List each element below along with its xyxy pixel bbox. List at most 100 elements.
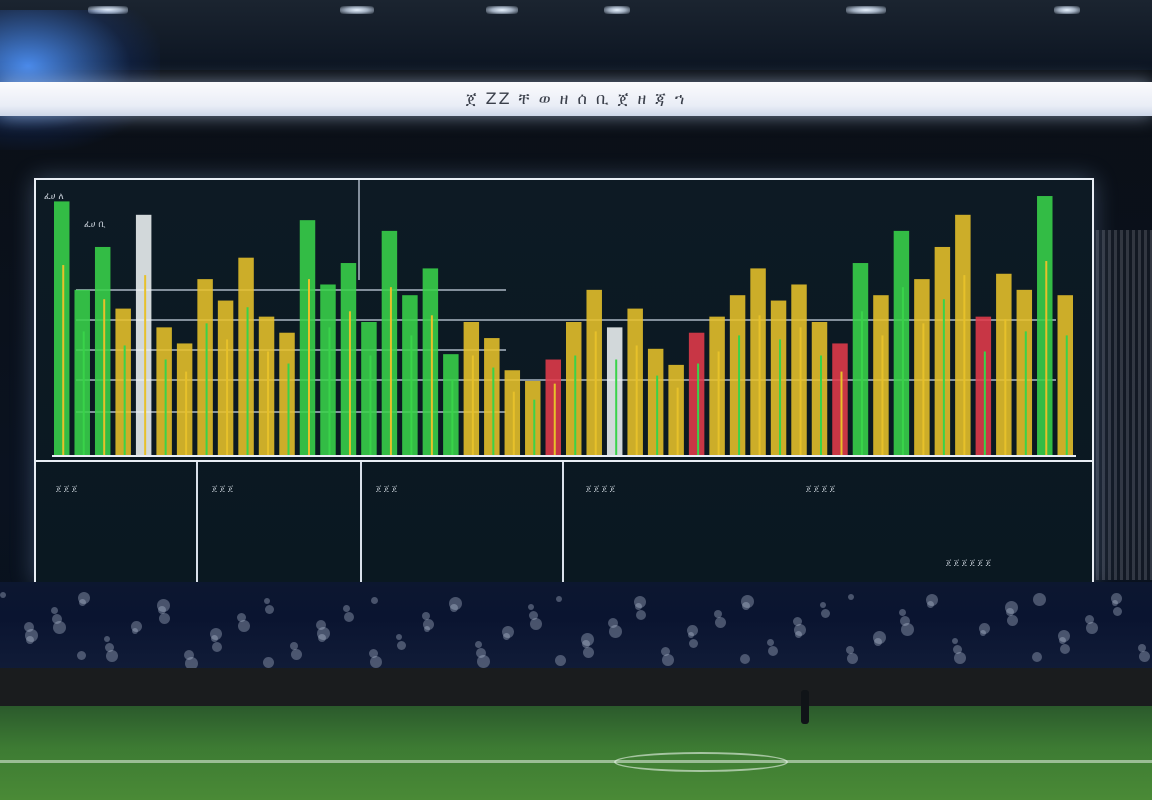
chart-spike	[267, 351, 270, 456]
chart-spike	[963, 275, 966, 456]
crowd-person	[210, 628, 222, 640]
chart-spike	[635, 345, 638, 456]
crowd-person	[1060, 644, 1070, 654]
crowd-person	[24, 622, 34, 632]
chart-spike	[471, 355, 474, 456]
chart-bar	[381, 230, 398, 456]
crowd-person	[768, 646, 778, 656]
chart-divider	[358, 180, 360, 280]
crowd-person	[1059, 637, 1066, 644]
crowd-person	[503, 633, 510, 640]
crowd-person	[794, 624, 806, 636]
chart-spike	[574, 355, 577, 456]
crowd-person	[502, 626, 514, 638]
ad-board	[0, 668, 1152, 712]
chart-bar	[996, 273, 1012, 456]
crowd-person	[715, 617, 726, 628]
chart-spike	[799, 327, 802, 456]
crowd-person	[1086, 622, 1098, 634]
chart-bar	[832, 343, 848, 456]
crowd-person	[1112, 600, 1118, 606]
chart-spike	[881, 335, 884, 456]
chart-spike	[164, 359, 167, 456]
chart-label: ፈሀ ለ	[44, 192, 64, 202]
crowd-person	[900, 616, 910, 626]
chart-spike	[983, 351, 986, 456]
chart-bar	[1057, 295, 1073, 456]
chart-bar	[688, 332, 705, 456]
banner-text: ጀ ZZ ቸ ወ ዘ ሰ ቢ ጀ ዘ ጃ ኀ	[465, 89, 687, 108]
chart-bar	[873, 295, 889, 456]
crowd-person	[476, 648, 486, 658]
crowd-person	[475, 641, 482, 648]
chart-spike	[758, 315, 761, 456]
crowd-person	[104, 636, 110, 642]
crowd-person	[290, 642, 298, 650]
chart-bar	[484, 338, 500, 456]
crowd-person	[397, 641, 406, 650]
chart-spike	[492, 367, 495, 456]
crowd-person	[767, 639, 774, 646]
crowd-person	[927, 601, 934, 608]
crowd-person	[926, 594, 938, 606]
chart-spike	[82, 331, 85, 456]
crowd-person	[529, 611, 538, 620]
crowd-person	[238, 620, 250, 632]
crowd-person	[874, 638, 882, 646]
crowd-person	[291, 649, 302, 660]
crowd-person	[449, 597, 462, 610]
chart-spike	[1004, 319, 1007, 456]
crowd-person	[714, 610, 722, 618]
chart-bar	[566, 322, 582, 456]
chart-spike	[594, 331, 597, 456]
video-screen: ፈሀ ለ ፈሀ ቢ ጀ ጀ ጀ ጀ ጀ ጀ ጀ ጀ ጀ ጀ ጀ ጀ ጀ ጀ ጀ …	[34, 178, 1094, 584]
crowd-person	[423, 619, 434, 630]
chart-spike	[287, 363, 290, 456]
crowd-person	[634, 596, 646, 608]
crowd-person	[847, 653, 858, 664]
crowd-area	[0, 582, 1152, 672]
crowd-person	[821, 609, 830, 618]
chart-bar	[299, 220, 316, 456]
chart-spike	[62, 265, 65, 456]
panel-label: ጀ ጀ ጀ	[56, 484, 78, 493]
panel-caption: ጀ ጀ ጀ ጀ ጀ ጀ	[946, 558, 991, 567]
chart-bar	[54, 201, 70, 456]
chart-spike	[922, 323, 925, 456]
crowd-person	[105, 643, 114, 652]
chart-bar	[606, 327, 623, 456]
crowd-person	[317, 627, 330, 640]
chart-bar	[443, 354, 459, 456]
chart-spike	[369, 355, 372, 456]
chart-bar	[893, 230, 910, 456]
chart-spike	[144, 275, 147, 456]
panel-label: ጀ ጀ ጀ ጀ	[806, 484, 836, 493]
chart-spike	[942, 299, 945, 456]
chart-spike	[697, 363, 700, 456]
chart-bar	[279, 332, 295, 456]
crowd-person	[582, 640, 590, 648]
screen-divider	[36, 460, 1092, 462]
crowd-person	[316, 620, 326, 630]
crowd-person	[1033, 593, 1046, 606]
chart-bar	[811, 322, 828, 456]
crowd-person	[53, 621, 66, 634]
chart-spike	[840, 371, 843, 456]
crowd-person	[106, 650, 118, 662]
ceiling-light	[1054, 6, 1080, 14]
crowd-person	[689, 639, 698, 648]
crowd-person	[78, 592, 90, 604]
crowd-person	[583, 647, 594, 658]
crowd-person	[608, 618, 618, 628]
crowd-person	[25, 629, 38, 642]
panel-label: ጀ ጀ ጀ ጀ	[586, 484, 616, 493]
crowd-person	[1138, 644, 1146, 652]
crowd-person	[954, 652, 966, 664]
chart-bar	[361, 322, 377, 456]
crowd-person	[1139, 651, 1150, 662]
chart-spike	[328, 327, 331, 456]
crowd-person	[157, 599, 170, 612]
crowd-person	[556, 596, 562, 602]
chart-bar	[750, 268, 766, 456]
